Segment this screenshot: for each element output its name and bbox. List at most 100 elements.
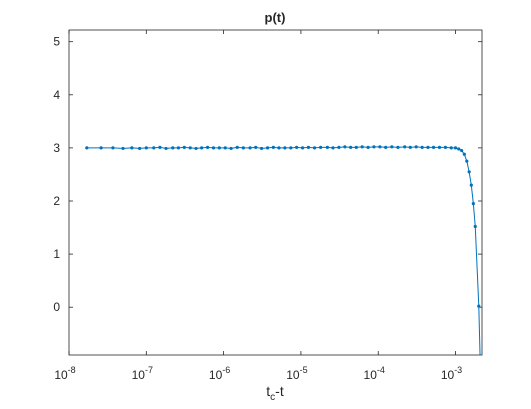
marker	[223, 146, 227, 150]
marker	[331, 146, 335, 150]
marker	[414, 145, 418, 149]
marker	[265, 146, 270, 150]
marker	[259, 146, 264, 151]
marker	[372, 145, 376, 149]
x-label-part: t	[266, 383, 270, 399]
marker	[479, 369, 482, 372]
x-tick-exponent: -5	[300, 365, 308, 375]
marker	[354, 145, 358, 149]
marker	[431, 145, 436, 149]
marker	[337, 145, 341, 149]
marker	[130, 146, 134, 150]
marker	[469, 183, 473, 187]
x-tick-exponent: -8	[68, 365, 76, 375]
y-tick-label: 3	[53, 141, 60, 155]
series	[85, 145, 482, 372]
chart-title: p(t)	[265, 10, 286, 25]
x-tick-exponent: -7	[145, 365, 153, 375]
marker	[473, 224, 477, 229]
x-tick-label: 10-7	[132, 365, 153, 382]
marker	[408, 145, 412, 149]
marker	[176, 146, 180, 150]
marker	[235, 145, 239, 149]
marker	[283, 146, 287, 150]
x-tick-exponent: -3	[454, 365, 462, 375]
x-tick-label: 10-8	[54, 365, 75, 382]
marker	[403, 145, 407, 149]
marker	[295, 145, 299, 149]
y-tick-label: 4	[53, 88, 60, 102]
y-tick-label: 0	[53, 300, 60, 314]
marker	[467, 170, 471, 174]
marker	[325, 145, 329, 149]
plot-area	[69, 30, 482, 355]
marker	[366, 145, 370, 149]
marker	[194, 146, 198, 151]
x-tick-base: 10	[441, 368, 455, 382]
marker	[85, 146, 89, 150]
marker	[420, 145, 424, 149]
marker	[477, 304, 481, 308]
y-tick-label: 1	[53, 247, 60, 261]
x-tick-base: 10	[54, 368, 68, 382]
marker	[99, 146, 103, 150]
marker	[384, 145, 388, 149]
marker	[449, 146, 453, 150]
marker	[426, 145, 430, 149]
marker	[211, 146, 216, 150]
marker	[460, 148, 464, 153]
x-tick-base: 10	[209, 368, 223, 382]
marker	[360, 145, 364, 149]
marker	[217, 146, 221, 150]
marker	[390, 145, 394, 149]
y-tick-label: 2	[53, 194, 60, 208]
marker	[457, 147, 461, 151]
marker	[171, 146, 175, 150]
marker	[471, 202, 475, 206]
x-label-subscript: c	[270, 392, 275, 403]
marker	[111, 146, 115, 150]
marker	[241, 146, 245, 150]
marker	[349, 145, 353, 149]
marker	[396, 145, 400, 149]
marker	[200, 146, 204, 150]
marker	[453, 146, 458, 150]
marker	[300, 146, 305, 150]
marker	[343, 145, 347, 149]
x-tick-exponent: -6	[222, 365, 230, 375]
x-label-part: -t	[275, 383, 284, 399]
marker	[188, 146, 192, 150]
x-tick-label: 10-5	[286, 365, 307, 382]
marker	[229, 146, 233, 151]
x-tick-base: 10	[286, 368, 300, 382]
marker	[306, 145, 311, 149]
y-tick-label: 5	[53, 35, 60, 49]
marker	[205, 145, 210, 149]
marker	[437, 145, 442, 149]
x-tick-base: 10	[132, 368, 146, 382]
marker	[138, 146, 142, 151]
marker	[248, 146, 252, 150]
x-axis-label: tc-t	[266, 383, 284, 403]
marker	[158, 145, 162, 149]
marker	[462, 152, 466, 156]
x-tick-label: 10-4	[364, 365, 385, 382]
marker	[182, 145, 186, 149]
marker	[152, 146, 156, 150]
x-tick-exponent: -4	[377, 365, 385, 375]
marker	[271, 145, 275, 149]
x-tick-label: 10-3	[441, 365, 462, 382]
x-tick-base: 10	[364, 368, 378, 382]
x-tick-label: 10-6	[209, 365, 230, 382]
axes-box	[68, 29, 483, 356]
marker	[277, 146, 281, 150]
marker	[121, 146, 125, 151]
marker	[289, 146, 293, 150]
marker	[465, 159, 469, 163]
marker	[378, 145, 382, 149]
marker	[319, 145, 323, 149]
marker	[443, 145, 448, 149]
marker	[312, 146, 317, 150]
marker	[254, 145, 258, 149]
